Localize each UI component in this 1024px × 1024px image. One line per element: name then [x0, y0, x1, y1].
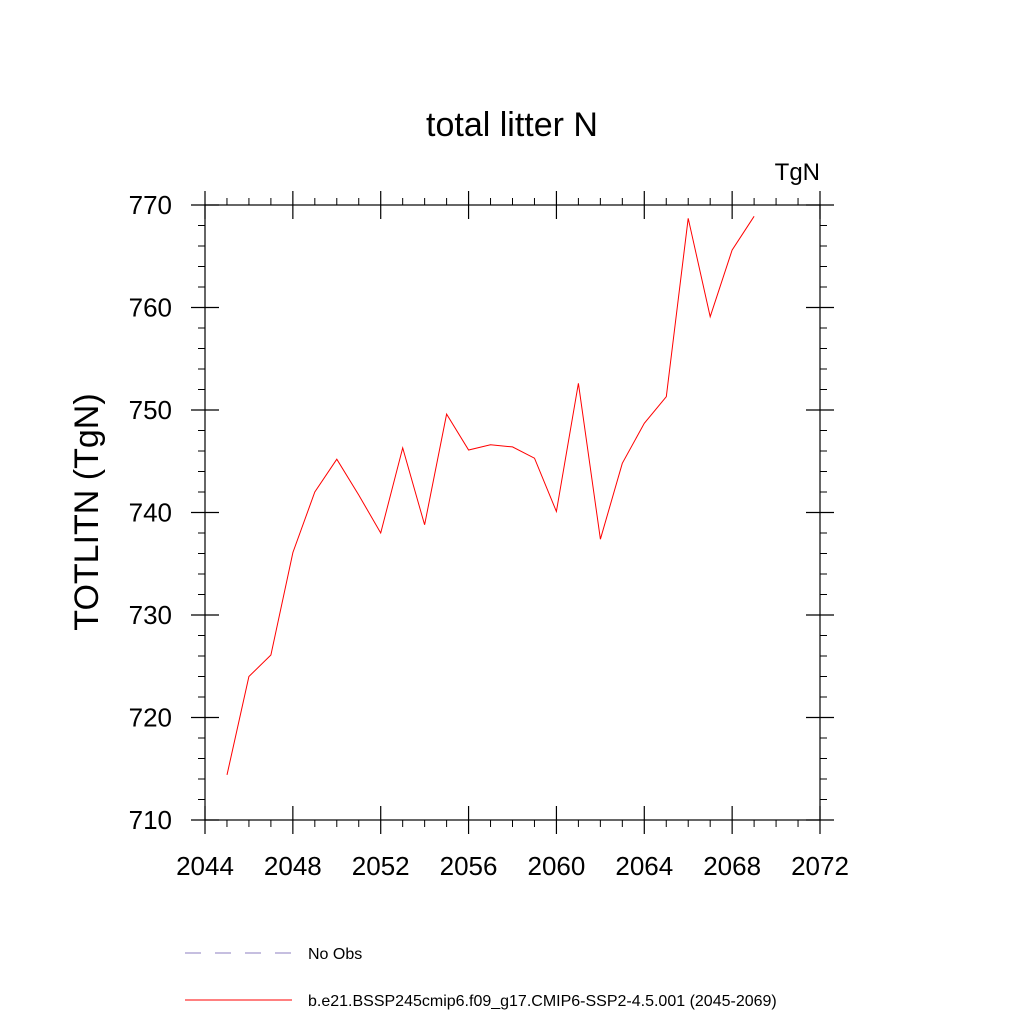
plot-frame	[204, 204, 821, 821]
series-layer	[226, 216, 755, 776]
x-tick-label: 2048	[264, 851, 322, 881]
x-tick-label: 2052	[352, 851, 410, 881]
y-tick-label: 740	[129, 498, 172, 528]
axis-ticks: 2044 2048 2052 2056 2060 2064 2068 2072 710 720 73…	[129, 190, 849, 881]
x-tick-label: 2056	[440, 851, 498, 881]
y-tick-label: 770	[129, 190, 172, 220]
y-axis-label: TOTLITN (TgN)	[68, 393, 106, 630]
y-tick-label: 720	[129, 703, 172, 733]
legend-label: No Obs	[308, 946, 362, 963]
chart-title: total litter N	[426, 106, 598, 144]
series-line	[226, 216, 755, 776]
units-label: TgN	[775, 159, 820, 186]
legend-label: b.e21.BSSP245cmip6.f09_g17.CMIP6-SSP2-4.…	[308, 993, 777, 1010]
y-tick-label: 760	[129, 293, 172, 323]
y-tick-label: 750	[129, 395, 172, 425]
legend: No Obs b.e21.BSSP245cmip6.f09_g17.CMIP6-S…	[185, 946, 777, 1010]
x-tick-label: 2064	[615, 851, 673, 881]
x-tick-label: 2068	[703, 851, 761, 881]
x-tick-label: 2060	[528, 851, 586, 881]
y-tick-label: 710	[129, 805, 172, 835]
x-tick-label: 2072	[791, 851, 849, 881]
x-tick-label: 2044	[176, 851, 234, 881]
y-tick-label: 730	[129, 600, 172, 630]
